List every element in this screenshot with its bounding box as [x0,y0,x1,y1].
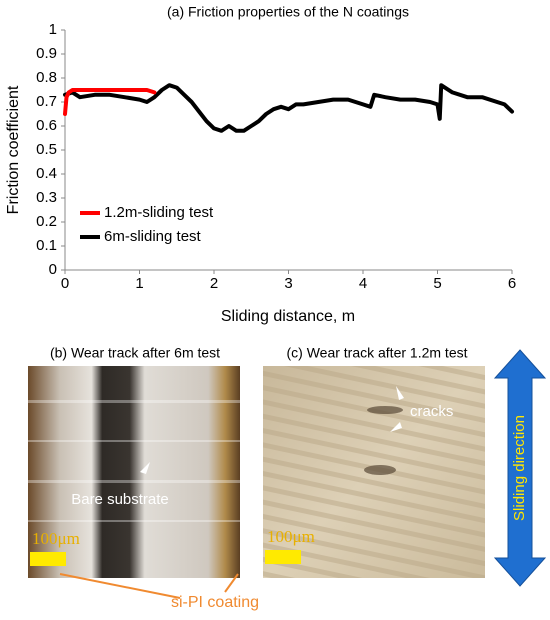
scale-bar [30,552,66,566]
y-tick-label: 0 [49,261,57,278]
x-tick-label: 0 [61,275,69,292]
legend-label: 1.2m-sliding test [104,204,214,221]
x-tick-label: 3 [284,275,292,292]
scale-label: 100μm [32,529,80,548]
series-line [63,88,157,116]
x-axis-label: Sliding distance, m [221,308,355,325]
pointer-line [59,573,181,599]
annotation: si-PI coating [171,594,259,611]
panel-caption: (b) Wear track after 6m test [50,345,220,361]
x-tick-label: 5 [433,275,441,292]
pointer [396,386,404,400]
y-tick-label: 0.4 [36,165,57,182]
y-tick-label: 0.3 [36,189,57,206]
y-tick-label: 0.5 [36,141,57,158]
pointer-line [224,573,239,593]
x-tick-label: 1 [135,275,143,292]
y-tick-label: 0.2 [36,213,57,230]
panel-caption: (c) Wear track after 1.2m test [286,345,467,361]
y-tick-label: 0.1 [36,237,57,254]
annotation: Bare substrate [71,491,169,508]
scale-label: 100μm [267,527,315,546]
pointer [140,462,150,474]
y-axis-label: Friction coefficient [5,85,22,214]
photo-texture [28,400,240,522]
pointer [390,422,402,432]
legend-label: 6m-sliding test [104,228,202,245]
x-tick-label: 4 [359,275,367,292]
x-tick-label: 6 [508,275,516,292]
y-tick-label: 0.7 [36,93,57,110]
y-tick-label: 0.8 [36,69,57,86]
annotation: Sliding direction [511,415,528,521]
crack [367,406,403,414]
crack [364,465,396,475]
plot-area: 0 0.1 0.2 0.3 0.4 0.5 0.6 0.7 0.8 0.9 1 0 1 2 3 4 5 6 1.2m… [36,21,516,292]
annotation: cracks [410,403,453,420]
series-line [63,83,514,133]
x-tick-label: 2 [210,275,218,292]
y-tick-label: 1 [49,21,57,38]
direction-arrow [493,349,547,587]
y-tick-label: 0.9 [36,45,57,62]
y-tick-label: 0.6 [36,117,57,134]
wear-photo [28,366,240,578]
chart-title: (a) Friction properties of the N coating… [167,4,409,20]
scale-bar [265,550,301,564]
